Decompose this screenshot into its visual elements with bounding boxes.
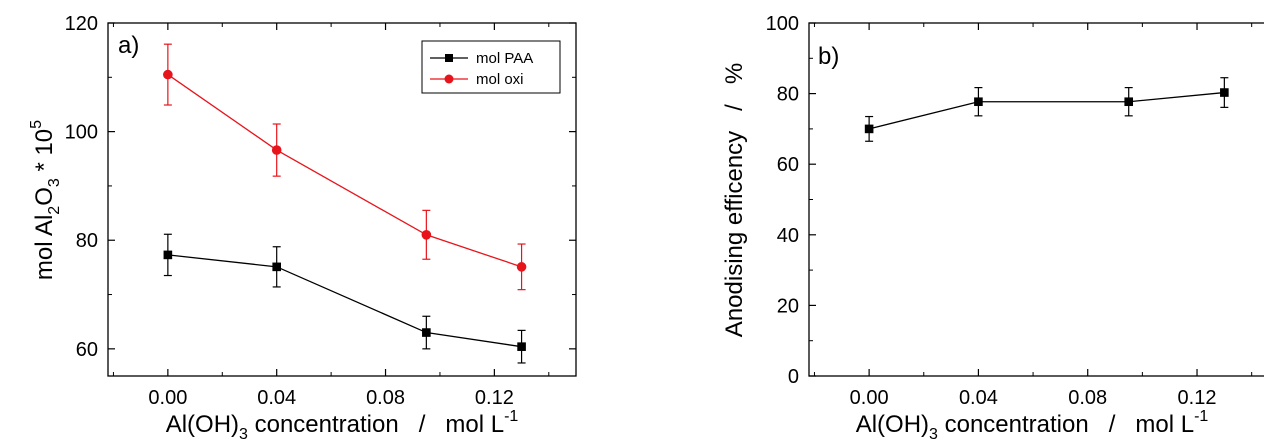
legend-marker-paa (445, 54, 453, 62)
data-point (1220, 88, 1229, 97)
legend-label-oxi: mol oxi (476, 71, 524, 88)
data-point (421, 230, 432, 240)
chart-a-legend: mol PAA mol oxi (421, 40, 561, 94)
y-tick-label: 80 (777, 84, 799, 106)
chart-b-ticks (809, 22, 1253, 377)
series-line (868, 91, 1225, 130)
y-tick-label: 80 (76, 230, 98, 252)
chart-a-frame (107, 22, 577, 377)
chart-a: 0.00 0.04 0.08 0.12 60 80 100 120 a) mol PAA mo… (28, 13, 577, 443)
chart-b-xlabel: Al(OH)3 concentration / mol L-1 (856, 408, 1209, 443)
chart-b-frame (808, 22, 1264, 377)
chart-b-tick-labels: 0.00 0.04 0.08 0.12 0 20 40 60 80 100 (766, 13, 1217, 409)
y-tick-label: 40 (777, 225, 799, 247)
x-tick-label: 0.12 (1178, 387, 1217, 409)
x-tick-label: 0.08 (366, 387, 405, 409)
data-point (1124, 97, 1134, 107)
legend-box (421, 40, 561, 94)
data-point (974, 97, 983, 107)
legend-marker-oxi (444, 74, 454, 84)
x-tick-label: 0.12 (475, 387, 514, 409)
x-tick-label: 0.04 (257, 387, 296, 409)
x-tick-label: 0.00 (850, 387, 889, 409)
data-point (271, 145, 282, 155)
chart-a-ticks (108, 22, 576, 376)
data-point (163, 250, 173, 260)
y-tick-label: 100 (65, 122, 98, 144)
y-tick-label: 120 (65, 13, 98, 35)
data-point (516, 262, 527, 272)
data-point (422, 328, 431, 337)
y-tick-label: 60 (76, 339, 98, 361)
chart-b: 0.00 0.04 0.08 0.12 0 20 40 60 80 100 b) Anodisin… (721, 13, 1264, 443)
chart-b-panel-label: b) (818, 43, 839, 70)
x-tick-label: 0.04 (959, 387, 998, 409)
chart-a-ylabel: mol Al2O3 * 105 (28, 120, 63, 280)
y-tick-label: 20 (777, 295, 799, 317)
data-point (163, 69, 173, 80)
legend-label-paa: mol PAA (476, 50, 533, 67)
chart-a-panel-label: a) (118, 32, 139, 59)
series-line (167, 254, 522, 348)
x-tick-label: 0.00 (148, 387, 187, 409)
y-tick-label: 100 (766, 13, 799, 35)
y-tick-label: 0 (788, 366, 799, 388)
series-line (167, 74, 522, 268)
chart-a-tick-labels: 0.00 0.04 0.08 0.12 60 80 100 120 (65, 13, 514, 409)
y-tick-label: 60 (777, 154, 799, 176)
data-point (864, 124, 874, 134)
chart-a-series (163, 43, 527, 364)
chart-a-xlabel: Al(OH)3 concentration / mol L-1 (166, 408, 519, 443)
data-point (517, 342, 526, 351)
chart-b-ylabel: Anodising efficency / % (721, 63, 748, 337)
x-tick-label: 0.08 (1068, 387, 1107, 409)
chart-b-series (864, 77, 1229, 142)
data-point (272, 262, 281, 272)
